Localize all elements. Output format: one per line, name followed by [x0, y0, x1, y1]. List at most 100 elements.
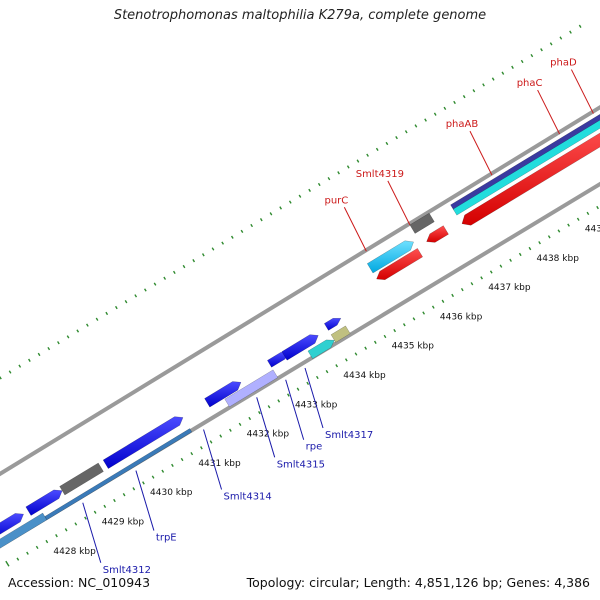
gene-feature	[59, 462, 104, 496]
tick-mark	[356, 159, 360, 163]
upper-tick-track	[0, 24, 582, 380]
gene-label-leader	[537, 89, 561, 135]
tick-mark	[482, 83, 485, 87]
backbone-lower	[0, 181, 600, 549]
tick-mark	[528, 246, 532, 251]
tick-mark	[134, 294, 138, 298]
gene-label-leader	[570, 69, 594, 114]
scale-label: 4428 kbp	[53, 547, 96, 557]
tick-mark	[182, 264, 186, 269]
scale-label: 4430 kbp	[150, 488, 193, 498]
tick-mark	[489, 270, 493, 274]
gene-label-leader	[343, 207, 367, 252]
tick-mark	[501, 71, 505, 75]
gene-label-bottom: Smlt4312	[103, 565, 151, 576]
gene-feature	[25, 489, 63, 516]
scale-label: 4435 kbp	[392, 342, 435, 352]
tick-tracks	[0, 24, 599, 567]
tick-mark	[277, 399, 281, 403]
tick-mark	[28, 358, 31, 362]
tick-mark	[480, 276, 483, 280]
backbone-upper	[0, 104, 600, 477]
gene-label-top: Smlt4319	[356, 169, 404, 180]
gene-feature	[426, 225, 449, 243]
tick-mark	[354, 352, 358, 356]
tick-mark	[279, 206, 283, 210]
tick-mark	[64, 528, 68, 532]
tick-mark	[472, 89, 476, 93]
tick-mark	[0, 376, 2, 380]
tick-mark	[259, 218, 263, 222]
tick-mark	[124, 300, 128, 304]
accession-text: Accession: NC_010943	[8, 575, 151, 590]
tick-mark	[5, 560, 10, 567]
tick-mark	[114, 305, 118, 310]
scale-label: 4436 kbp	[440, 312, 483, 322]
gene-feature	[461, 132, 600, 226]
tick-mark	[538, 241, 541, 245]
tick-mark	[335, 364, 339, 368]
tick-mark	[250, 223, 254, 228]
tick-mark	[586, 211, 590, 216]
tick-mark	[325, 369, 329, 374]
gene-feature	[204, 381, 242, 408]
gene-feature	[0, 512, 48, 549]
tick-mark	[192, 259, 196, 263]
tick-mark	[26, 551, 29, 555]
tick-mark	[557, 229, 561, 233]
tick-mark	[422, 311, 426, 315]
gene-feature	[44, 428, 193, 521]
tick-mark	[163, 276, 167, 280]
tick-mark	[296, 387, 300, 391]
gene-feature	[366, 240, 414, 274]
tick-mark	[424, 118, 427, 122]
tick-mark	[596, 205, 599, 210]
tick-mark	[530, 53, 534, 58]
tick-mark	[540, 48, 543, 52]
gene-label-top: phaAB	[446, 119, 479, 130]
tick-mark	[567, 223, 570, 227]
tick-mark	[211, 247, 215, 251]
gene-feature	[0, 513, 24, 535]
tick-mark	[240, 229, 244, 234]
tick-mark	[142, 481, 145, 485]
tick-mark	[306, 381, 310, 385]
tick-mark	[219, 434, 223, 438]
tick-mark	[509, 258, 512, 262]
tick-mark	[383, 334, 387, 339]
gene-label-bottom: Smlt4317	[325, 430, 373, 441]
tick-mark	[364, 346, 368, 350]
tick-mark	[559, 36, 563, 40]
tick-mark	[344, 358, 348, 362]
map-title: Stenotrophomonas maltophilia K279a, comp…	[113, 8, 487, 23]
gene-feature	[376, 248, 423, 281]
tick-mark	[153, 282, 157, 286]
tick-mark	[230, 235, 234, 239]
tick-mark	[122, 493, 126, 497]
tick-mark	[518, 252, 522, 257]
tick-mark	[171, 463, 174, 468]
tick-mark	[221, 241, 225, 245]
tick-mark	[37, 352, 41, 357]
tick-mark	[499, 264, 503, 268]
tick-mark	[267, 405, 271, 409]
gene-label-leader	[203, 429, 223, 490]
gene-features	[0, 113, 600, 549]
gene-feature	[102, 416, 184, 469]
tick-mark	[578, 24, 582, 28]
tick-mark	[47, 346, 51, 351]
tick-mark	[346, 165, 350, 169]
gene-feature	[281, 334, 319, 361]
gene-label-bottom: trpE	[156, 533, 177, 544]
tick-mark	[441, 299, 445, 303]
backbone	[0, 104, 600, 549]
tick-mark	[57, 341, 60, 345]
scale-label: 4431 kbp	[198, 459, 241, 469]
tick-mark	[317, 182, 321, 187]
gene-label-bottom: rpe	[306, 442, 323, 453]
tick-mark	[229, 428, 232, 432]
tick-mark	[576, 217, 580, 221]
gene-label-top: phaC	[517, 78, 543, 89]
gene-label-top: phaD	[550, 58, 577, 69]
